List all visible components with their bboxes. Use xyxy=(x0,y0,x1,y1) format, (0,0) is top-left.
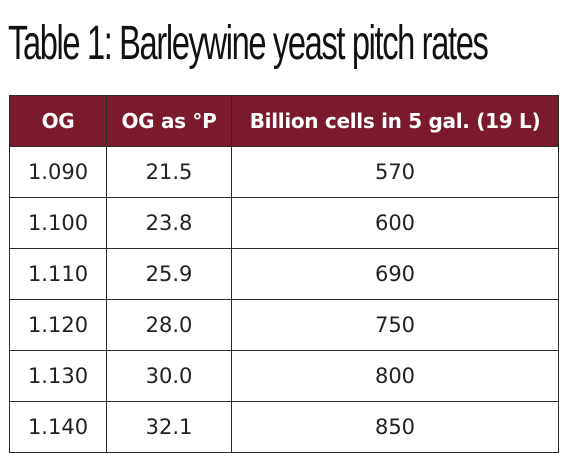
cell-plato: 32.1 xyxy=(106,401,232,453)
cell-og: 1.090 xyxy=(9,146,107,198)
cell-plato: 23.8 xyxy=(106,197,232,249)
table-row: 1.100 23.8 600 xyxy=(9,197,559,249)
cell-og: 1.130 xyxy=(9,350,107,402)
cell-cells: 600 xyxy=(231,197,559,249)
cell-og: 1.110 xyxy=(9,248,107,300)
table-row: 1.130 30.0 800 xyxy=(9,350,559,402)
header-og-plato: OG as °P xyxy=(106,95,232,147)
cell-cells: 570 xyxy=(231,146,559,198)
cell-cells: 800 xyxy=(231,350,559,402)
cell-cells: 750 xyxy=(231,299,559,351)
header-og: OG xyxy=(9,95,107,147)
cell-cells: 690 xyxy=(231,248,559,300)
cell-plato: 21.5 xyxy=(106,146,232,198)
cell-plato: 25.9 xyxy=(106,248,232,300)
table-title: Table 1: Barleywine yeast pitch rates xyxy=(8,17,489,70)
table-row: 1.110 25.9 690 xyxy=(9,248,559,300)
pitch-rate-table: OG OG as °P Billion cells in 5 gal. (19 … xyxy=(9,95,559,453)
table-row: 1.090 21.5 570 xyxy=(9,146,559,198)
cell-plato: 30.0 xyxy=(106,350,232,402)
table-row: 1.120 28.0 750 xyxy=(9,299,559,351)
cell-plato: 28.0 xyxy=(106,299,232,351)
cell-og: 1.120 xyxy=(9,299,107,351)
cell-og: 1.140 xyxy=(9,401,107,453)
cell-og: 1.100 xyxy=(9,197,107,249)
header-billion-cells: Billion cells in 5 gal. (19 L) xyxy=(231,95,559,147)
cell-cells: 850 xyxy=(231,401,559,453)
table-header-row: OG OG as °P Billion cells in 5 gal. (19 … xyxy=(9,95,559,147)
table-row: 1.140 32.1 850 xyxy=(9,401,559,453)
